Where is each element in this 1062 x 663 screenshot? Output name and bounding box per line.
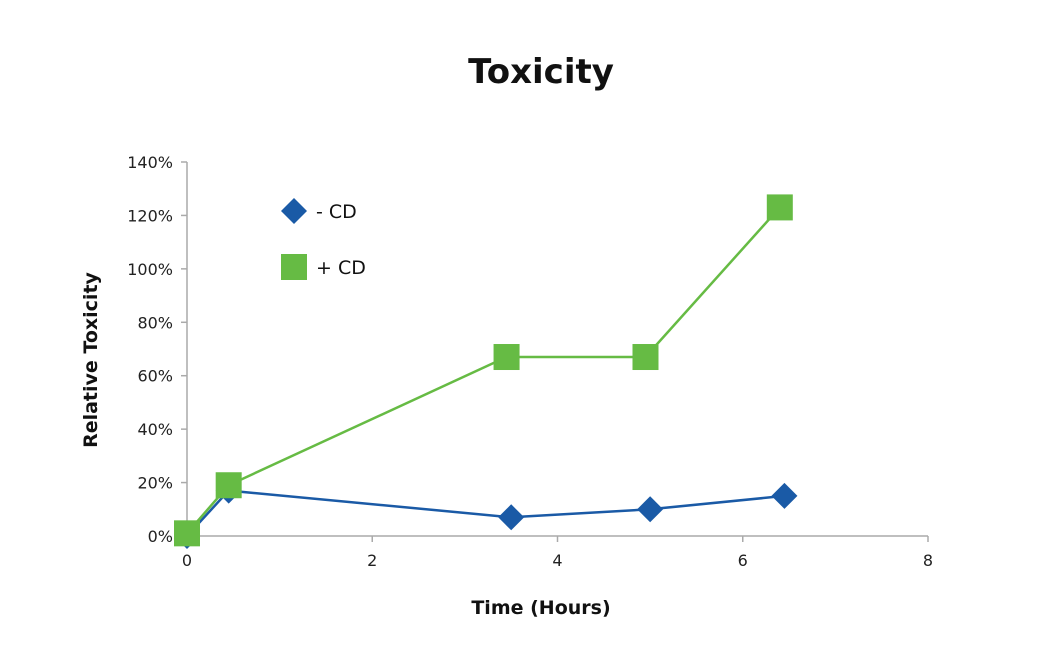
series-line — [186, 489, 785, 537]
series-minus-cd — [174, 477, 798, 549]
data-point — [493, 344, 520, 371]
legend: - CD + CD — [281, 198, 366, 280]
axes: 0% 20% 40% 60% 80% 100% 120% 140% 0 2 4 6 8 — [127, 153, 933, 570]
y-tick-label: 20% — [137, 474, 173, 493]
data-point — [632, 344, 659, 371]
x-tick-label: 6 — [738, 551, 748, 570]
data-point — [498, 504, 525, 531]
series-plus-cd — [174, 194, 793, 547]
y-tick-label: 80% — [137, 313, 173, 332]
data-point — [215, 472, 242, 499]
x-axis-label: Time (Hours) — [471, 597, 610, 619]
y-tick-label: 100% — [127, 260, 173, 279]
data-point — [771, 482, 798, 509]
x-tick-label: 0 — [182, 551, 192, 570]
y-axis-label: Relative Toxicity — [80, 271, 102, 447]
y-tick-label: 140% — [127, 153, 173, 172]
legend-label: + CD — [316, 257, 366, 279]
y-tick-label: 60% — [137, 367, 173, 386]
data-point — [766, 194, 793, 221]
legend-square-marker — [281, 254, 307, 280]
series-line — [186, 206, 781, 535]
x-tick-label: 4 — [552, 551, 562, 570]
data-point — [174, 520, 200, 547]
x-tick-label: 8 — [923, 551, 933, 570]
legend-diamond-marker — [281, 198, 307, 224]
chart-title: Toxicity — [468, 52, 614, 92]
data-point — [637, 496, 664, 523]
x-tick-label: 2 — [367, 551, 377, 570]
series-layer — [174, 194, 798, 549]
y-tick-label: 40% — [137, 420, 173, 439]
y-tick-label: 120% — [127, 206, 173, 225]
y-tick-label: 0% — [148, 527, 173, 546]
legend-label: - CD — [316, 201, 357, 223]
